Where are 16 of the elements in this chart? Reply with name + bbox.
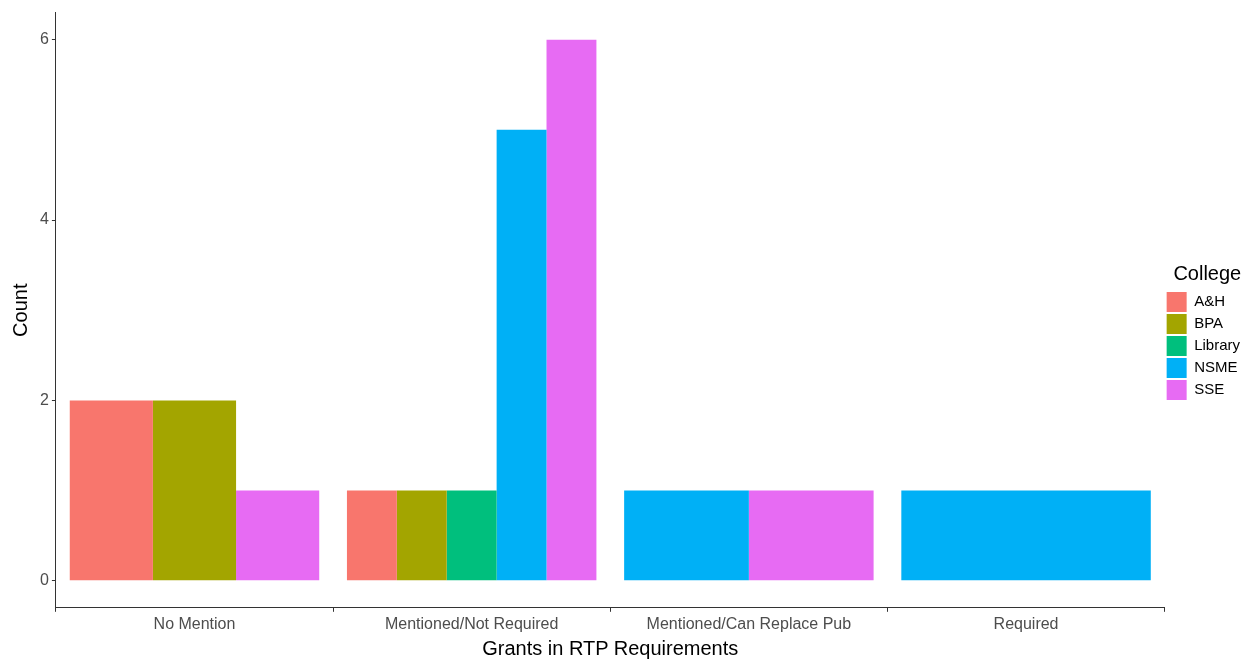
x-tick-label: Mentioned/Can Replace Pub [646,614,852,632]
legend-label: BPA [1194,314,1224,332]
legend-label: Library [1194,336,1241,354]
y-tick-label: 0 [39,571,49,589]
legend-title: College [1173,261,1242,284]
legend-label: NSME [1194,358,1238,376]
legend-label: SSE [1194,380,1225,398]
y-tick-label: 6 [39,30,49,48]
x-tick-label: Mentioned/Not Required [384,614,559,632]
y-tick-label: 2 [39,390,49,408]
x-tick-label: Required [993,614,1059,632]
x-tick-label: No Mention [153,614,236,632]
y-tick-label: 4 [39,210,49,228]
legend-label: A&H [1194,292,1225,310]
y-axis-title: Count [8,283,31,337]
x-axis-title: Grants in RTP Requirements [482,636,739,659]
